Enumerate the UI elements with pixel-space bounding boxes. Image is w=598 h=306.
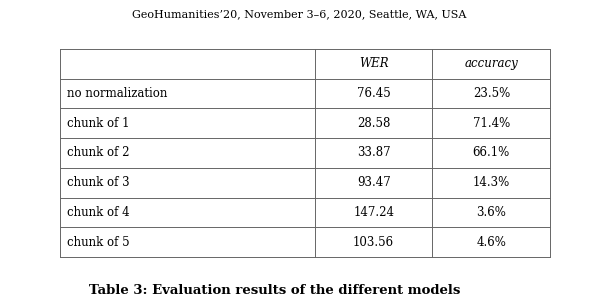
Text: WER: WER (359, 57, 389, 70)
Text: chunk of 5: chunk of 5 (67, 236, 130, 249)
Text: chunk of 3: chunk of 3 (67, 176, 130, 189)
Text: GeoHumanities’20, November 3–6, 2020, Seattle, WA, USA: GeoHumanities’20, November 3–6, 2020, Se… (132, 9, 466, 19)
Text: 103.56: 103.56 (353, 236, 394, 249)
Text: 3.6%: 3.6% (477, 206, 507, 219)
Text: 93.47: 93.47 (357, 176, 390, 189)
Text: chunk of 4: chunk of 4 (67, 206, 130, 219)
Text: chunk of 2: chunk of 2 (67, 147, 130, 159)
Text: 23.5%: 23.5% (472, 87, 510, 100)
Text: chunk of 1: chunk of 1 (67, 117, 130, 130)
Text: 4.6%: 4.6% (477, 236, 507, 249)
Text: 76.45: 76.45 (357, 87, 390, 100)
Text: Table 3: Evaluation results of the different models: Table 3: Evaluation results of the diffe… (89, 284, 461, 297)
Text: 66.1%: 66.1% (472, 147, 510, 159)
Text: 28.58: 28.58 (357, 117, 390, 130)
Text: accuracy: accuracy (465, 57, 518, 70)
Text: 33.87: 33.87 (357, 147, 390, 159)
Text: 71.4%: 71.4% (472, 117, 510, 130)
Text: no normalization: no normalization (67, 87, 167, 100)
Text: 14.3%: 14.3% (472, 176, 510, 189)
Text: 147.24: 147.24 (353, 206, 394, 219)
